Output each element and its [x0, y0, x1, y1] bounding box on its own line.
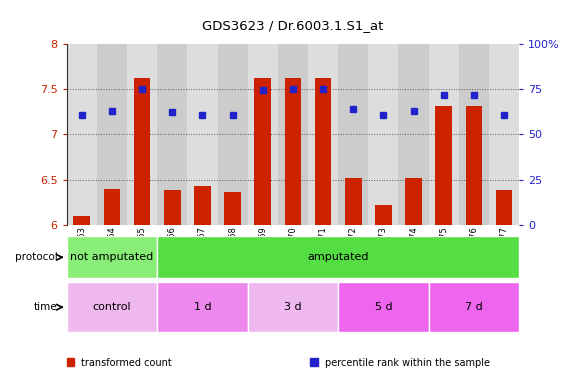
- Bar: [405, 178, 422, 225]
- Bar: [97, 44, 127, 225]
- Bar: [368, 44, 398, 225]
- Bar: [345, 178, 361, 225]
- Bar: [127, 44, 157, 225]
- Bar: [429, 282, 519, 332]
- Text: not amputated: not amputated: [70, 252, 154, 262]
- Bar: [489, 44, 519, 225]
- Text: GDS3623 / Dr.6003.1.S1_at: GDS3623 / Dr.6003.1.S1_at: [202, 19, 383, 32]
- Text: 7 d: 7 d: [465, 302, 483, 312]
- Bar: [218, 44, 248, 225]
- Bar: [308, 44, 338, 225]
- Bar: [164, 190, 180, 225]
- Bar: [436, 106, 452, 225]
- Bar: [134, 78, 150, 225]
- Bar: [248, 44, 278, 225]
- Text: time: time: [34, 302, 57, 312]
- Bar: [496, 190, 512, 225]
- Bar: [459, 44, 489, 225]
- Bar: [338, 282, 429, 332]
- Bar: [278, 44, 308, 225]
- Bar: [194, 186, 211, 225]
- Bar: [466, 106, 482, 225]
- Bar: [375, 205, 392, 225]
- Text: percentile rank within the sample: percentile rank within the sample: [325, 358, 490, 368]
- Bar: [255, 78, 271, 225]
- Text: 3 d: 3 d: [284, 302, 302, 312]
- Bar: [285, 78, 301, 225]
- Bar: [157, 282, 248, 332]
- Text: protocol: protocol: [15, 252, 57, 262]
- Bar: [104, 189, 120, 225]
- Bar: [398, 44, 429, 225]
- Bar: [67, 44, 97, 225]
- Bar: [429, 44, 459, 225]
- Bar: [67, 236, 157, 278]
- Bar: [248, 282, 338, 332]
- Bar: [224, 192, 241, 225]
- Bar: [315, 78, 331, 225]
- Text: amputated: amputated: [307, 252, 369, 262]
- Bar: [74, 216, 90, 225]
- Text: 5 d: 5 d: [375, 302, 392, 312]
- Text: 1 d: 1 d: [194, 302, 211, 312]
- Text: control: control: [93, 302, 131, 312]
- Bar: [157, 44, 187, 225]
- Bar: [157, 236, 519, 278]
- Bar: [67, 282, 157, 332]
- Text: transformed count: transformed count: [81, 358, 172, 368]
- Bar: [338, 44, 368, 225]
- Bar: [187, 44, 218, 225]
